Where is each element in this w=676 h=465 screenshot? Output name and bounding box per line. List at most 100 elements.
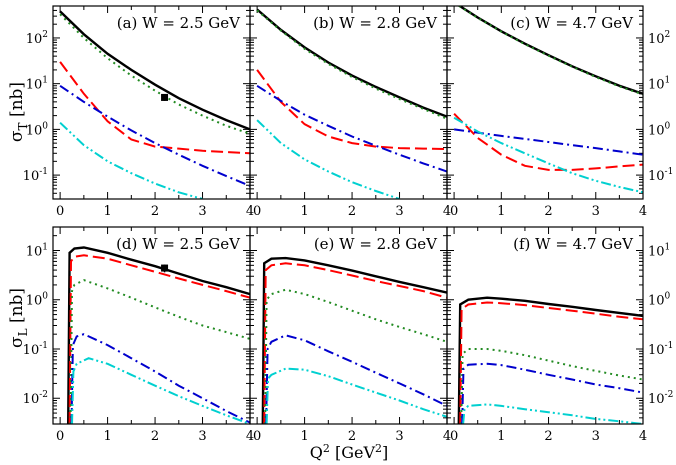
panel-frame — [52, 5, 251, 200]
right-y-tick-label-bottom: 10-2 — [648, 390, 673, 407]
right-y-tick-label-top: 101 — [648, 76, 670, 93]
y-tick-label: 100 — [26, 121, 49, 138]
panel-title: (a) W = 2.5 GeV — [117, 14, 241, 32]
series-line-longitudinal-part-4 — [462, 403, 643, 424]
y-tick-label-base: 10 — [23, 343, 40, 358]
series-line-transverse-part-1 — [59, 13, 250, 135]
right-y-tick-label-top: 100 — [648, 121, 671, 138]
y-tick-label-exp: 0 — [42, 292, 48, 302]
x-tick-label: 1 — [103, 429, 111, 444]
right-y-tick-label-top-base: 10 — [648, 32, 665, 47]
series-line-transverse-part-2 — [453, 113, 643, 171]
series-line-longitudinal-part-1 — [263, 262, 447, 424]
panel-title: (f) W = 4.7 GeV — [513, 235, 634, 253]
x-tick-label: 1 — [103, 204, 111, 219]
x-tick-label: 2 — [544, 429, 552, 444]
right-y-tick-label-bottom: 10-1 — [648, 341, 673, 358]
right-y-tick-label-top-exp: 0 — [665, 121, 671, 131]
series-line-longitudinal-part-4 — [71, 357, 250, 424]
series-line-transverse-part-2 — [256, 69, 447, 151]
y-axis-label-top: σT [nb] — [7, 82, 30, 142]
y-axis-label-bottom-unit: [nb] — [7, 288, 27, 329]
y-tick-label-exp: -1 — [39, 341, 48, 351]
x-tick-label: 4 — [246, 429, 254, 444]
y-tick-label-exp: -1 — [39, 167, 48, 177]
x-tick-label: 2 — [544, 204, 552, 219]
y-tick-label: 10-1 — [23, 167, 48, 184]
right-y-tick-label-top-exp: 2 — [665, 30, 671, 40]
x-tick-label: 3 — [198, 429, 206, 444]
x-tick-label: 3 — [592, 429, 600, 444]
series-line-longitudinal-part-2 — [264, 288, 447, 424]
y-tick-label-exp: 0 — [42, 121, 48, 131]
series-line-longitudinal-part-3 — [461, 362, 643, 424]
y-tick-label-base: 10 — [23, 169, 40, 184]
y-axis-label-top-sub: T — [16, 122, 30, 130]
y-tick-label-base: 10 — [23, 392, 40, 407]
panel-frame — [52, 226, 251, 425]
x-tick-label: 0 — [56, 204, 64, 219]
series-line-longitudinal-part-2 — [69, 279, 250, 424]
series-line-transverse-part-3 — [453, 128, 643, 156]
x-tick-label: 3 — [198, 204, 206, 219]
x-axis-label-sup2: 2 — [375, 442, 382, 455]
right-y-tick-label-top: 10-1 — [648, 167, 673, 184]
x-tick-label: 0 — [253, 429, 261, 444]
panel-frame — [446, 226, 644, 425]
right-y-tick-label-bottom-exp: -1 — [665, 341, 674, 351]
panel-f: 0 1 2 3 4 (f) W = 4.7 GeV — [446, 226, 647, 444]
right-y-tick-label-bottom-base: 10 — [648, 343, 665, 358]
series-line-transverse-part-3 — [59, 84, 250, 187]
x-tick-label: 3 — [592, 204, 600, 219]
y-tick-label-base: 10 — [26, 123, 43, 138]
data-point — [161, 93, 169, 101]
y-tick-label-exp: 2 — [42, 30, 48, 40]
y-axis-label-bottom-main: σ — [7, 336, 27, 348]
x-tick-label: 4 — [639, 429, 647, 444]
right-y-tick-label-top-base: 10 — [648, 78, 665, 93]
series-line-longitudinal-part-4 — [265, 367, 447, 424]
series-line-transverse-part-4 — [59, 121, 203, 199]
panel-frame — [249, 226, 448, 425]
panel-e: 0 1 2 3 4 (e) W = 2.8 GeV — [249, 226, 451, 444]
x-tick-label: 1 — [300, 204, 308, 219]
series-line-longitudinal-part-3 — [265, 334, 447, 424]
right-y-tick-label-bottom-base: 10 — [648, 294, 665, 309]
panel-title: (b) W = 2.8 GeV — [313, 14, 438, 32]
x-tick-label: 0 — [450, 429, 458, 444]
y-tick-label: 10-1 — [23, 341, 48, 358]
y-tick-label-exp: 1 — [42, 242, 48, 252]
x-tick-label: 1 — [497, 429, 505, 444]
y-tick-label: 102 — [26, 30, 48, 47]
y-tick-label-base: 10 — [26, 294, 43, 309]
series-line-longitudinal-part-3 — [70, 333, 250, 424]
x-axis-label-b: [GeV — [330, 443, 376, 462]
panel-c: 0 1 2 3 4 (c) W = 4.7 GeV — [446, 5, 647, 219]
right-y-tick-label-bottom-base: 10 — [648, 392, 665, 407]
x-tick-label: 2 — [151, 204, 159, 219]
right-y-tick-label-bottom-exp: -2 — [665, 390, 674, 400]
series-line-total — [256, 8, 447, 118]
y-tick-label: 10-2 — [23, 390, 48, 407]
panel-title: (c) W = 4.7 GeV — [510, 14, 634, 32]
x-tick-label: 4 — [443, 429, 451, 444]
x-tick-label: 3 — [395, 429, 403, 444]
series-line-longitudinal-part-1 — [459, 301, 643, 424]
x-axis-label: Q2 [GeV2] — [310, 442, 389, 462]
y-tick-label: 100 — [26, 292, 49, 309]
panel-frame — [249, 5, 448, 200]
series-line-transverse-part-3 — [256, 84, 447, 173]
x-tick-label: 4 — [443, 204, 451, 219]
right-y-tick-label-bottom-exp: 1 — [665, 242, 671, 252]
right-y-tick-label-bottom-base: 10 — [648, 244, 665, 259]
panel-title: (e) W = 2.8 GeV — [314, 235, 438, 253]
x-tick-label: 0 — [253, 204, 261, 219]
x-axis-label-sup1: 2 — [323, 442, 330, 455]
y-tick-label-exp: 1 — [42, 76, 48, 86]
y-tick-label: 101 — [26, 76, 48, 93]
x-tick-label: 2 — [348, 429, 356, 444]
